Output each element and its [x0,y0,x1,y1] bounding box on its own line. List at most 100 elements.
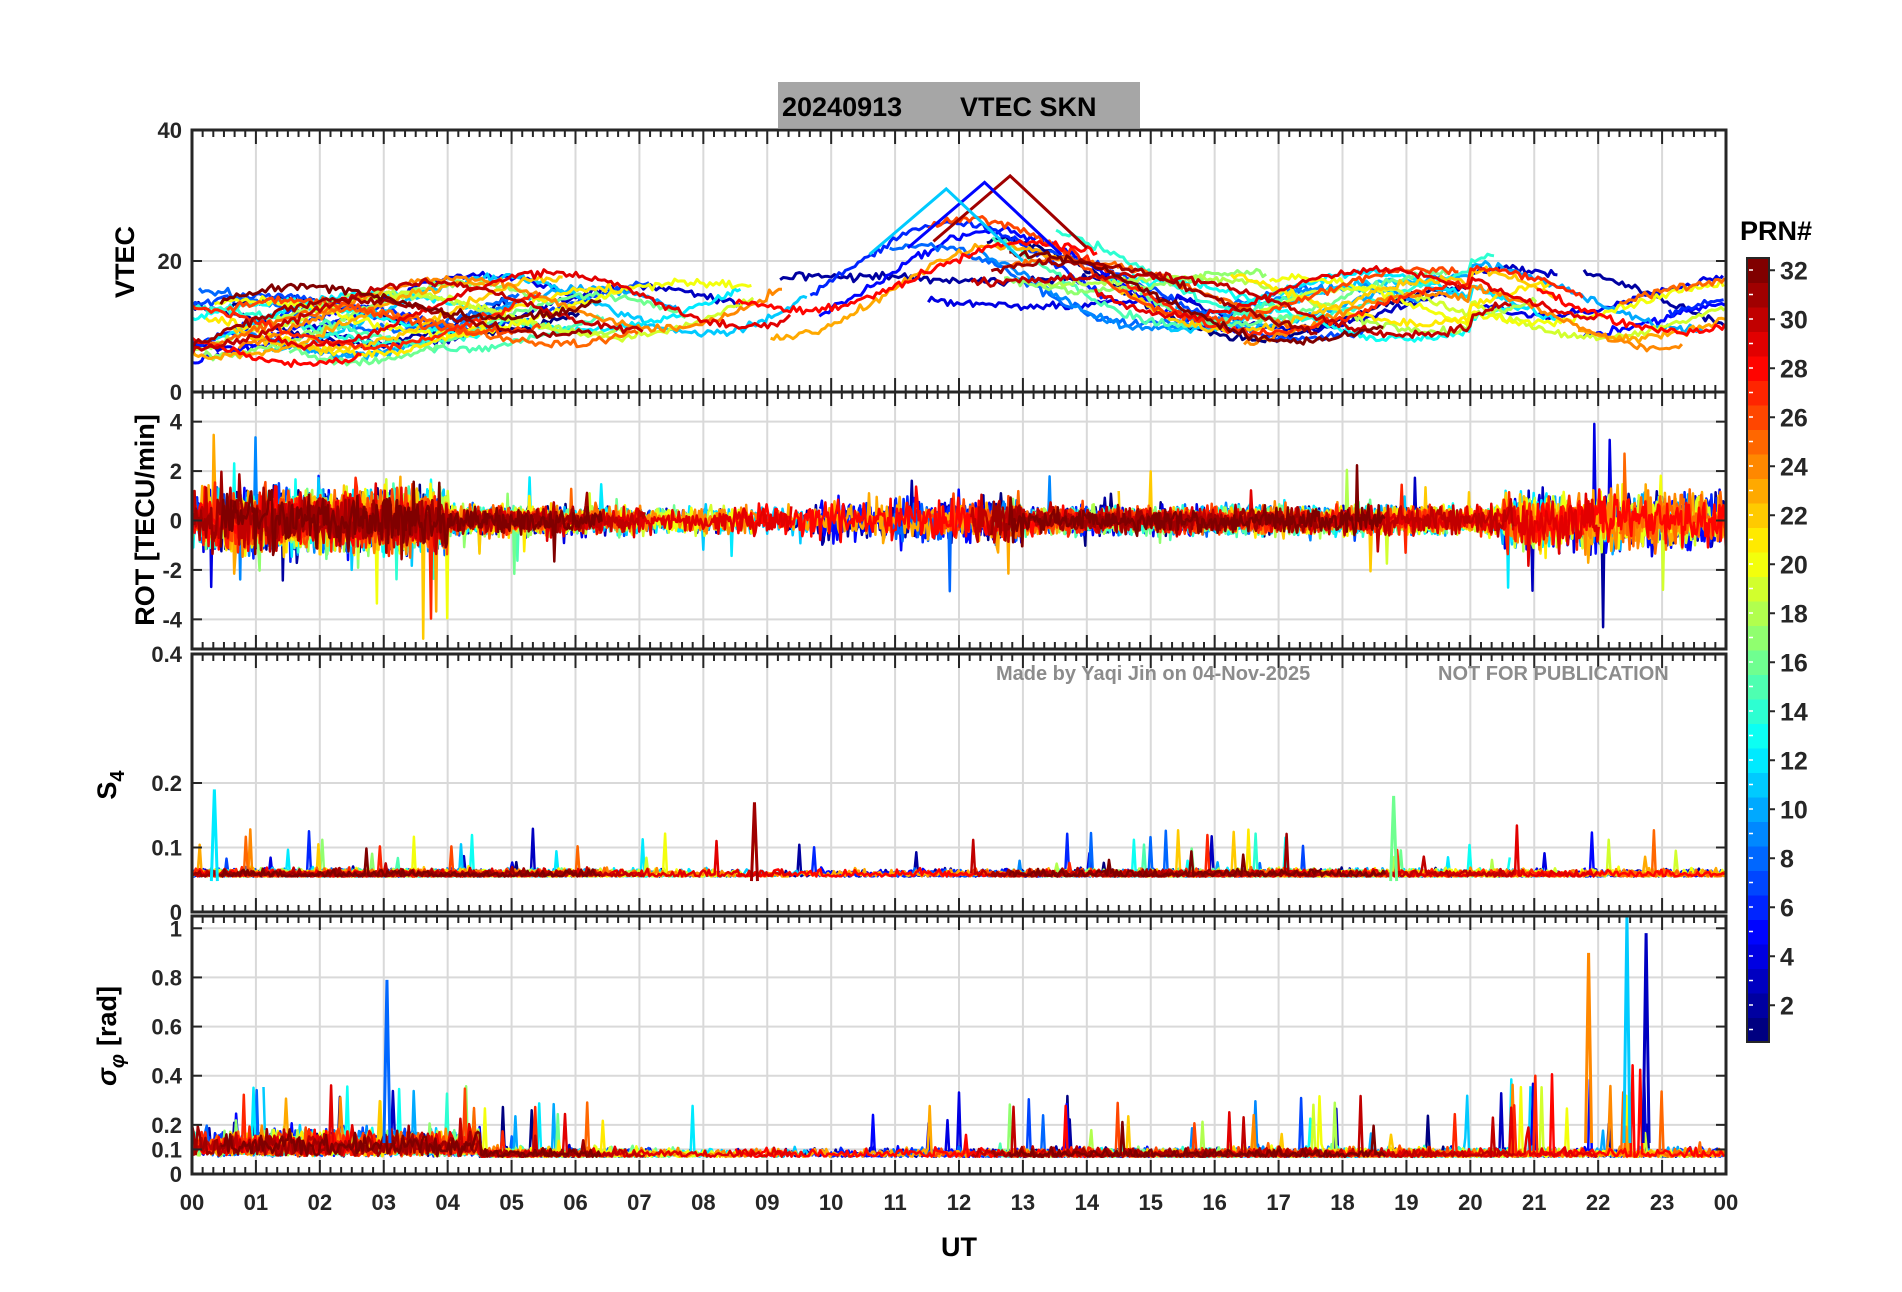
vtec-series-line [1093,265,1598,321]
x-tick-labels: 00 01 02 03 04 05 06 07 08 09 10 11 12 13 14 15 16 17 18 19… [180,1190,1738,1215]
vtec-series-line [209,306,639,349]
s4-peak [749,802,759,882]
x-tick-label: 11 [883,1190,906,1215]
s4-peak [209,789,219,882]
sigma-label-sigma: σ [92,1067,122,1086]
vtec-peak [868,186,1024,263]
y-tick-label: 0 [170,380,182,405]
x-tick-label: 21 [1522,1190,1546,1215]
y-tick-label: 0.6 [151,1015,182,1040]
colorbar-segment [1747,576,1769,602]
vtec-series-line [192,280,487,361]
rot-series-line [219,480,603,563]
panel-s4-frame [190,652,1728,914]
x-tick-label: 15 [1139,1190,1163,1215]
panel-sigma-phi-ytick-labels: 00.10.2 0.4 0.6 0.8 1 [151,916,182,1187]
sigma-series-line [1008,1120,1387,1159]
s4-series-line [1008,850,1387,878]
y-tick-label: 0.4 [151,1064,182,1089]
vtec-series-line [889,242,1313,328]
panel-rot-frame [190,390,1728,651]
y-tick-label: 1 [170,916,182,941]
colorbar-segment [1747,674,1769,700]
y-tick-label: 40 [158,118,182,143]
panel-rot-ticks [191,392,1727,649]
colorbar-segment [1747,1017,1769,1043]
colorbar-segment [1747,944,1769,969]
x-tick-label: 07 [627,1190,651,1215]
colorbar-segment [1747,699,1769,724]
colorbar-segment [1747,380,1769,406]
x-tick-label: 09 [755,1190,779,1215]
colorbar-tick-label: 20 [1780,551,1808,579]
panel-s4-ytick-labels: 0 0.1 0.2 0.4 [151,642,182,925]
panel-s4-ylabel: S4 [92,770,129,800]
x-tick-label: 18 [1330,1190,1354,1215]
colorbar-tick-label: 22 [1780,502,1808,530]
title-date: 20240913 [782,92,902,122]
colorbar-segment [1747,429,1769,455]
vtec-series-line [990,257,1318,336]
x-tick-label: 13 [1011,1190,1035,1215]
vtec-series-line [770,241,1063,341]
sigma-peak [1622,916,1632,1144]
colorbar-segment [1747,772,1769,798]
y-tick-label: 0.2 [151,1113,182,1138]
colorbar-segment [1747,258,1769,283]
colorbar-tick-label: 12 [1780,747,1808,775]
x-tick-label: 02 [308,1190,332,1215]
colorbar-segment [1747,405,1769,430]
vtec-series-line [192,296,593,349]
panel-rot-ytick-labels: -4 -2 0 2 4 [162,410,182,633]
colorbar-segment [1747,454,1769,479]
y-tick-label: 0 [170,509,182,534]
y-tick-label: 0.1 [151,1137,182,1162]
colorbar-segment [1747,797,1769,822]
vtec-series-line [1583,302,1726,338]
sigma-peak [382,979,392,1144]
panel-sigma-phi: 00.10.2 0.4 0.6 0.8 1 σφ [rad] [92,914,1728,1187]
colorbar-segment [1747,331,1769,357]
vtec-series-line [1536,288,1726,337]
y-tick-label: 0.8 [151,965,182,990]
rot-series-line [1008,464,1386,548]
sigma-label-unit: [rad] [92,986,122,1046]
colorbar-segment [1747,723,1769,749]
x-tick-label: 12 [947,1190,971,1215]
colorbar-tick-label: 26 [1780,404,1808,432]
x-axis-label: UT [941,1232,977,1262]
colorbar-segment [1747,527,1769,553]
x-tick-label: 03 [372,1190,396,1215]
s4-label-sub: 4 [107,770,129,782]
y-tick-label: -2 [162,558,182,583]
y-tick-label: 20 [158,249,182,274]
vtec-series-line [318,314,605,354]
colorbar-frame [1746,257,1770,1043]
vtec-series-line [219,282,602,321]
x-tick-label: 14 [1075,1190,1100,1215]
panel-sigma-phi-series [192,916,1726,1159]
vtec-series-line [1618,277,1726,305]
panel-sigma-phi-frame [190,914,1728,1176]
vtec-series-line [237,275,783,350]
colorbar-tick-label: 2 [1780,992,1794,1020]
colorbar-tick-label: 16 [1780,649,1808,677]
vtec-series-line [734,239,1098,316]
colorbar-segment [1747,601,1769,626]
colorbar-segment [1747,503,1769,528]
x-tick-label: 00 [180,1190,204,1215]
x-tick-label: 00 [1714,1190,1738,1215]
colorbar-tick-label: 14 [1780,698,1808,726]
x-tick-label: 20 [1458,1190,1482,1215]
colorbar-segment [1747,870,1769,896]
y-tick-label: 2 [170,459,182,484]
y-tick-label: 0.2 [151,771,182,796]
colorbar-segment [1747,552,1769,577]
s4-series-line [219,847,602,878]
vtec-series-line [1009,250,1384,346]
panel-rot-ylabel: ROT [TECU/min] [130,414,160,625]
x-tick-label: 22 [1586,1190,1610,1215]
panel-s4: 0 0.1 0.2 0.4 S4 Made by Yaqi Jin on 04-Nov… [92,642,1728,925]
colorbar-segment [1747,625,1769,651]
colorbar-segment [1747,650,1769,675]
